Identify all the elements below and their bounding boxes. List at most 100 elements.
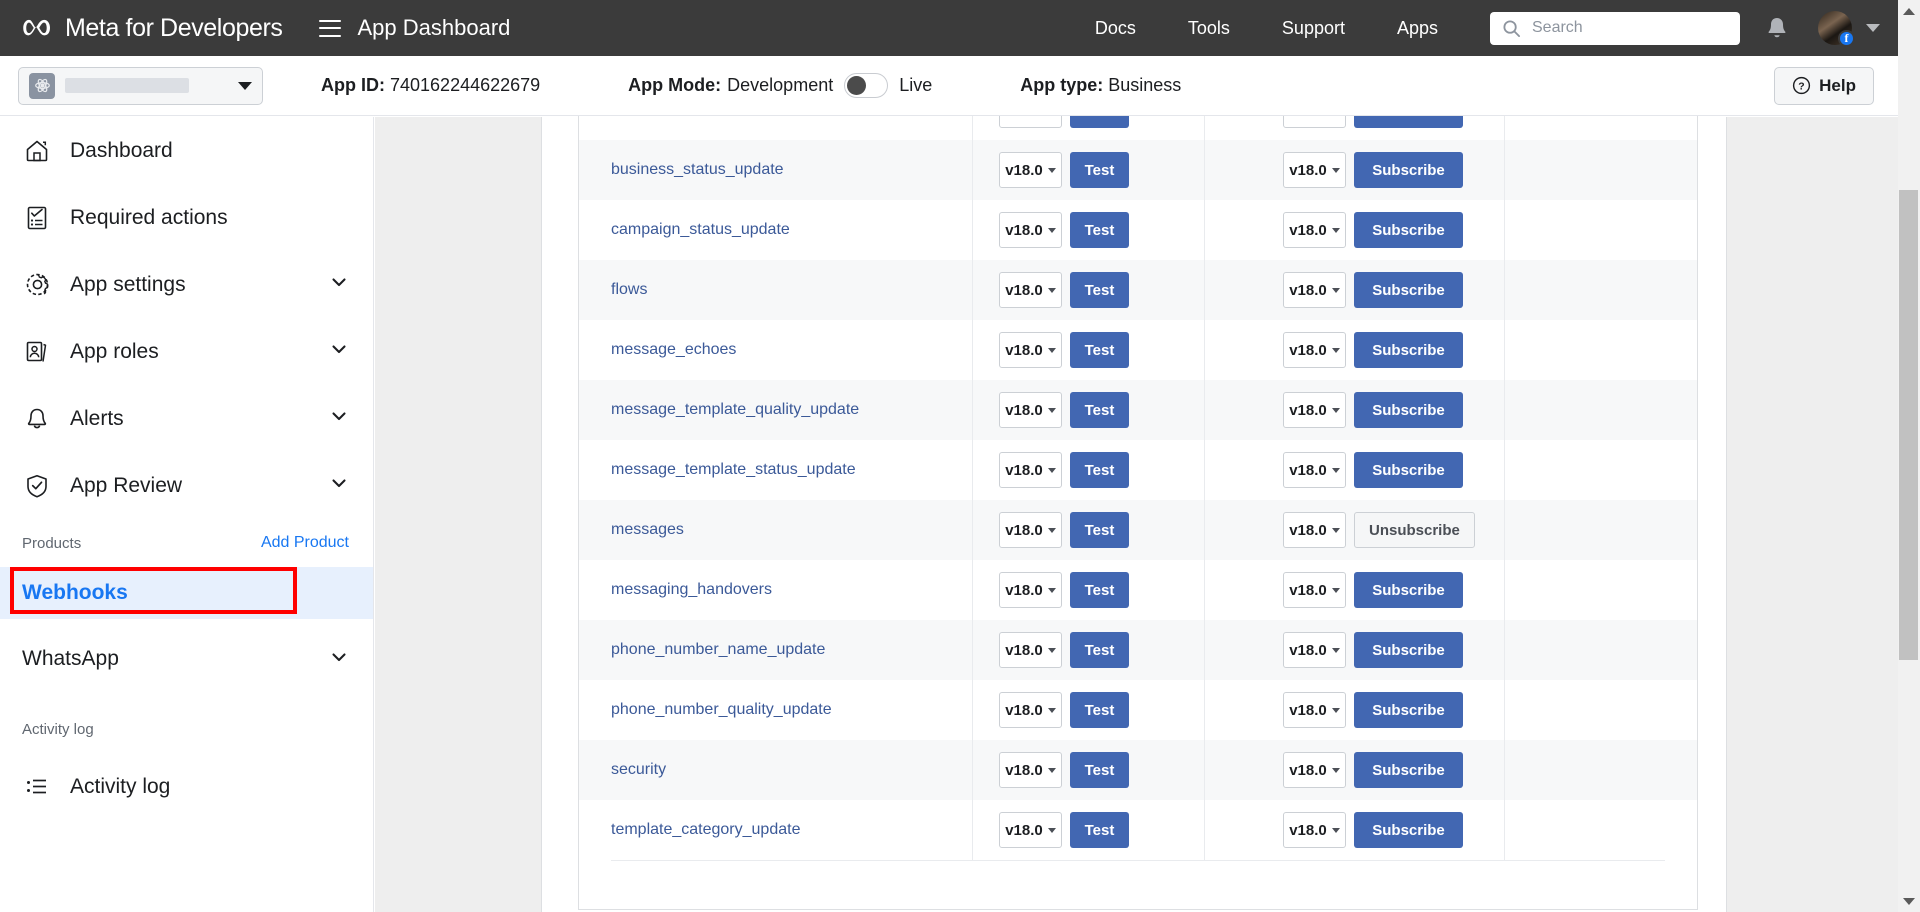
- test-version-select[interactable]: v18.0: [999, 272, 1062, 308]
- test-version-select[interactable]: v18.0: [999, 212, 1062, 248]
- subscribe-version-select[interactable]: v18.0: [1283, 512, 1346, 548]
- search-input[interactable]: Search: [1490, 11, 1740, 45]
- subscribe-version-select[interactable]: v18.0: [1283, 272, 1346, 308]
- webhook-field-name[interactable]: phone_number_quality_update: [611, 701, 832, 718]
- subscribe-version-select[interactable]: v18.0: [1283, 152, 1346, 188]
- subscribe-button[interactable]: Subscribe: [1354, 272, 1463, 308]
- subscribe-button[interactable]: Subscribe: [1354, 332, 1463, 368]
- webhook-field-name[interactable]: messages: [611, 521, 684, 538]
- test-button[interactable]: Test: [1070, 632, 1129, 668]
- browser-scrollbar[interactable]: [1898, 0, 1920, 912]
- subscribe-button[interactable]: Subscribe: [1354, 452, 1463, 488]
- subscribe-version-select[interactable]: v18.0: [1283, 392, 1346, 428]
- test-version-select[interactable]: v18.0: [999, 452, 1062, 488]
- test-version-select[interactable]: v18.0: [999, 812, 1062, 848]
- subscribe-version-label: v18.0: [1289, 761, 1327, 779]
- test-button[interactable]: Test: [1070, 812, 1129, 848]
- webhook-field-name[interactable]: flows: [611, 281, 648, 298]
- test-button[interactable]: Test: [1070, 272, 1129, 308]
- scrollbar-down-button[interactable]: [1898, 890, 1920, 912]
- test-version-select[interactable]: v18.0: [999, 692, 1062, 728]
- webhook-field-name[interactable]: security: [611, 761, 667, 778]
- sidebar-item-dashboard[interactable]: Dashboard: [0, 117, 373, 184]
- subscribe-version-select[interactable]: v18.0: [1283, 752, 1346, 788]
- chevron-down-icon: [1047, 287, 1056, 293]
- unsubscribe-button[interactable]: Unsubscribe: [1354, 512, 1475, 548]
- facebook-badge-icon: f: [1838, 30, 1855, 47]
- sidebar-item-activity-log[interactable]: Activity log: [0, 753, 373, 820]
- nav-link-tools[interactable]: Tools: [1187, 17, 1230, 38]
- nav-link-support[interactable]: Support: [1281, 17, 1345, 38]
- nav-link-docs[interactable]: Docs: [1094, 17, 1136, 38]
- subscribe-button[interactable]: Subscribe: [1354, 392, 1463, 428]
- webhook-field-name[interactable]: business_status_update: [611, 161, 784, 178]
- webhook-field-name[interactable]: template_category_update: [611, 821, 801, 838]
- test-version-select[interactable]: v18.0: [999, 752, 1062, 788]
- test-button[interactable]: Test: [1070, 392, 1129, 428]
- webhook-field-name[interactable]: message_template_status_update: [611, 461, 856, 478]
- test-button[interactable]: Test: [1070, 212, 1129, 248]
- app-mode-toggle[interactable]: [844, 73, 889, 98]
- test-version-select[interactable]: v18.0: [999, 632, 1062, 668]
- subscribe-button[interactable]: Subscribe: [1354, 812, 1463, 848]
- subscribe-button[interactable]: Subscribe: [1354, 152, 1463, 188]
- avatar[interactable]: f: [1818, 11, 1855, 47]
- subscribe-button[interactable]: Subscribe: [1354, 572, 1463, 608]
- test-button[interactable]: Test: [1070, 692, 1129, 728]
- sidebar-item-whatsapp[interactable]: WhatsApp: [0, 627, 373, 691]
- meta-for-developers-brand[interactable]: Meta for Developers: [0, 14, 283, 43]
- chevron-down-icon: [1331, 527, 1340, 533]
- subscribe-version-select[interactable]: v18.0: [1283, 332, 1346, 368]
- test-version-label: v18.0: [1005, 701, 1043, 719]
- scrollbar-thumb[interactable]: [1899, 190, 1918, 660]
- webhook-field-name[interactable]: messaging_handovers: [611, 581, 772, 598]
- test-version-select[interactable]: v18.0: [999, 152, 1062, 188]
- sidebar-item-app-review[interactable]: App Review: [0, 452, 373, 519]
- webhook-field-name[interactable]: message_echoes: [611, 341, 737, 358]
- subscribe-version-select[interactable]: v18.0: [1283, 572, 1346, 608]
- test-version-select[interactable]: v18.0: [999, 332, 1062, 368]
- account-menu-chevron-down-icon[interactable]: [1866, 24, 1880, 32]
- subscribe-version-select[interactable]: v18.0: [1283, 692, 1346, 728]
- subscribe-button[interactable]: Subscribe: [1354, 212, 1463, 248]
- subscribe-version-label: v18.0: [1289, 581, 1327, 599]
- test-version-select[interactable]: v18.0: [999, 512, 1062, 548]
- add-product-link[interactable]: Add Product: [260, 534, 349, 551]
- webhook-field-name[interactable]: phone_number_name_update: [611, 641, 826, 658]
- sidebar-item-label: Dashboard: [70, 138, 173, 162]
- subscribe-button[interactable]: Subscribe: [1354, 692, 1463, 728]
- test-button[interactable]: Test: [1070, 152, 1129, 188]
- bell-icon: [1768, 18, 1786, 38]
- app-selector-dropdown[interactable]: [18, 66, 263, 105]
- sidebar-item-app-roles[interactable]: App roles: [0, 318, 373, 385]
- sidebar-item-required-actions[interactable]: Required actions: [0, 184, 373, 251]
- scrollbar-up-button[interactable]: [1898, 0, 1920, 22]
- subscribe-version-label: v18.0: [1289, 521, 1327, 539]
- test-button[interactable]: Test: [1070, 572, 1129, 608]
- test-button[interactable]: Test: [1070, 752, 1129, 788]
- nav-link-apps[interactable]: Apps: [1396, 17, 1438, 38]
- subscribe-version-select[interactable]: v18.0: [1283, 212, 1346, 248]
- subscribe-version-select[interactable]: v18.0: [1283, 632, 1346, 668]
- test-version-select[interactable]: v18.0: [999, 572, 1062, 608]
- chevron-down-icon: [329, 473, 349, 498]
- help-button[interactable]: ? Help: [1774, 66, 1874, 105]
- test-button[interactable]: Test: [1070, 512, 1129, 548]
- hamburger-icon[interactable]: [318, 19, 341, 37]
- subscribe-button[interactable]: Subscribe: [1354, 752, 1463, 788]
- test-button[interactable]: Test: [1070, 332, 1129, 368]
- app-info-bar: App ID: 740162244622679 App Mode: Develo…: [0, 56, 1898, 116]
- test-version-select[interactable]: v18.0: [999, 392, 1062, 428]
- sidebar-item-webhooks[interactable]: Webhooks: [0, 567, 373, 619]
- subscribe-button[interactable]: Subscribe: [1354, 632, 1463, 668]
- subscribe-version-select[interactable]: v18.0: [1283, 812, 1346, 848]
- sidebar-item-app-settings[interactable]: App settings: [0, 251, 373, 318]
- test-button[interactable]: Test: [1070, 452, 1129, 488]
- notifications-button[interactable]: [1762, 13, 1792, 43]
- app-id-label: App ID:: [321, 75, 385, 95]
- subscribe-version-select[interactable]: v18.0: [1283, 452, 1346, 488]
- webhook-field-name[interactable]: campaign_status_update: [611, 221, 790, 238]
- sidebar-item-alerts[interactable]: Alerts: [0, 385, 373, 452]
- webhook-field-name[interactable]: message_template_quality_update: [611, 401, 860, 418]
- brand-label: Meta for Developers: [65, 13, 283, 42]
